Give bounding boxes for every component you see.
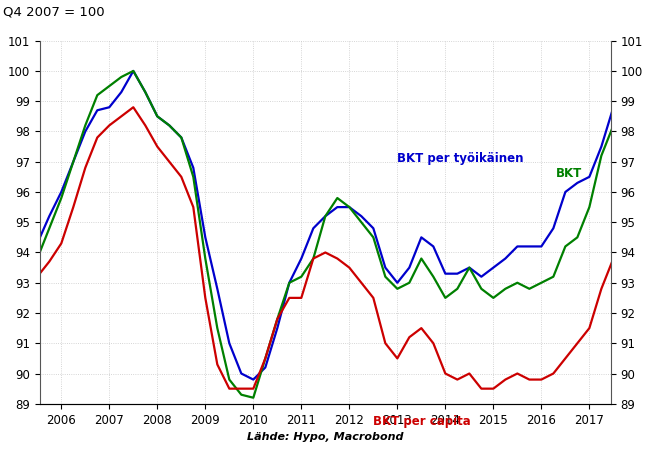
Text: BKT: BKT bbox=[556, 167, 582, 180]
Text: Q4 2007 = 100: Q4 2007 = 100 bbox=[3, 6, 104, 19]
X-axis label: Lähde: Hypo, Macrobond: Lähde: Hypo, Macrobond bbox=[247, 432, 404, 442]
Text: BKT per capita: BKT per capita bbox=[373, 415, 471, 428]
Text: BKT per työikäinen: BKT per työikäinen bbox=[397, 152, 524, 165]
